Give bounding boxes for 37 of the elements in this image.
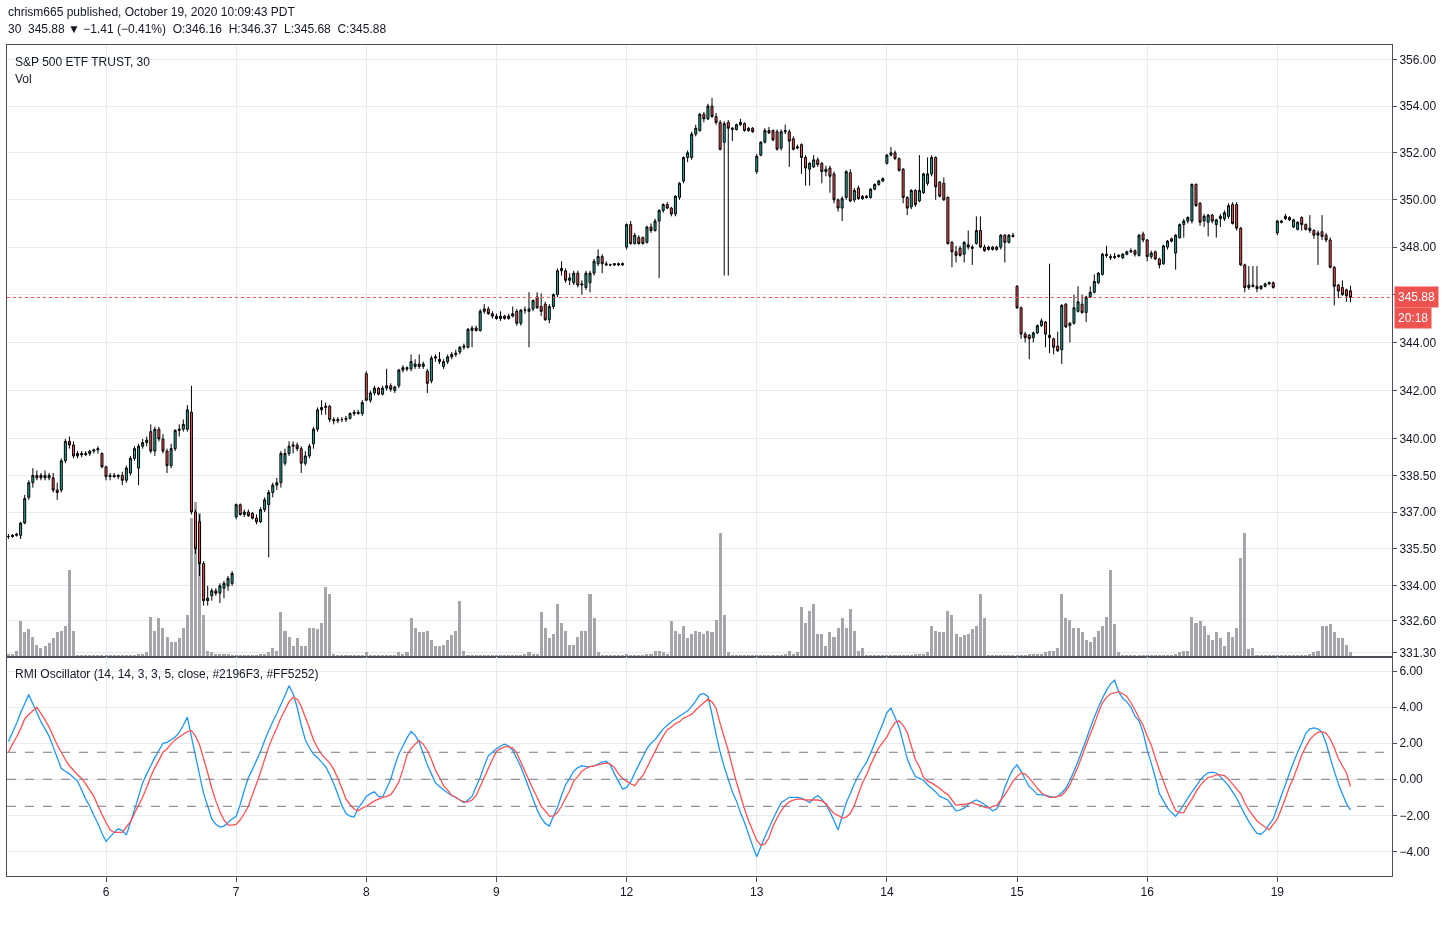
y-tick-label: 6.00 bbox=[1399, 664, 1424, 679]
y-tick-label: 337.00 bbox=[1399, 505, 1437, 520]
x-tick-label: 8 bbox=[362, 885, 370, 900]
chart-title: Vol bbox=[15, 72, 32, 86]
text: chrism665 published, October 19, 2020 10:09:43 PDT bbox=[8, 5, 296, 19]
y-tick-label: 334.00 bbox=[1399, 579, 1437, 594]
text: 20:18 bbox=[1398, 311, 1429, 325]
y-tick-label: 332.60 bbox=[1399, 613, 1437, 628]
x-tick-label: 9 bbox=[493, 885, 501, 900]
x-tick-label: 6 bbox=[102, 885, 110, 900]
x-tick-label: 12 bbox=[619, 885, 634, 900]
x-tick-label: 15 bbox=[1010, 885, 1025, 900]
y-tick-label: 2.00 bbox=[1399, 736, 1424, 751]
y-tick-label: 356.00 bbox=[1399, 52, 1437, 67]
y-tick-label: −2.00 bbox=[1399, 808, 1431, 823]
y-tick-label: 331.30 bbox=[1399, 645, 1437, 660]
x-tick-label: 14 bbox=[880, 885, 894, 900]
y-tick-label: 348.00 bbox=[1399, 240, 1437, 255]
y-tick-label: −4.00 bbox=[1399, 844, 1431, 859]
y-tick-label: 342.00 bbox=[1399, 383, 1437, 398]
y-tick-label: 4.00 bbox=[1399, 700, 1424, 715]
text: S&P 500 ETF TRUST, 30 bbox=[15, 55, 151, 69]
text: 30 345.88 ▼ −1.41 (−0.41%) O:346.16 H:346.37 L:345.68 C:345.88 bbox=[8, 22, 387, 36]
y-tick-label: 335.50 bbox=[1399, 542, 1437, 557]
y-tick-label: 350.00 bbox=[1399, 193, 1437, 207]
y-tick-label: 340.00 bbox=[1399, 432, 1437, 447]
text: RMI Oscillator (14, 14, 3, 3, 5, close, #2196F3, #FF5252) bbox=[15, 667, 319, 681]
ref-line-label: 345.88 bbox=[1398, 290, 1436, 304]
y-tick-label: 344.00 bbox=[1399, 335, 1437, 350]
y-tick-label: 0.00 bbox=[1399, 772, 1424, 787]
x-tick-label: 7 bbox=[232, 885, 240, 900]
x-tick-label: 16 bbox=[1140, 885, 1155, 900]
y-tick-label: 338.50 bbox=[1399, 468, 1437, 483]
x-tick-label: 19 bbox=[1270, 885, 1285, 900]
y-tick-label: 354.00 bbox=[1399, 99, 1437, 114]
y-tick-label: 352.00 bbox=[1399, 146, 1437, 160]
x-tick-label: 13 bbox=[750, 885, 764, 900]
